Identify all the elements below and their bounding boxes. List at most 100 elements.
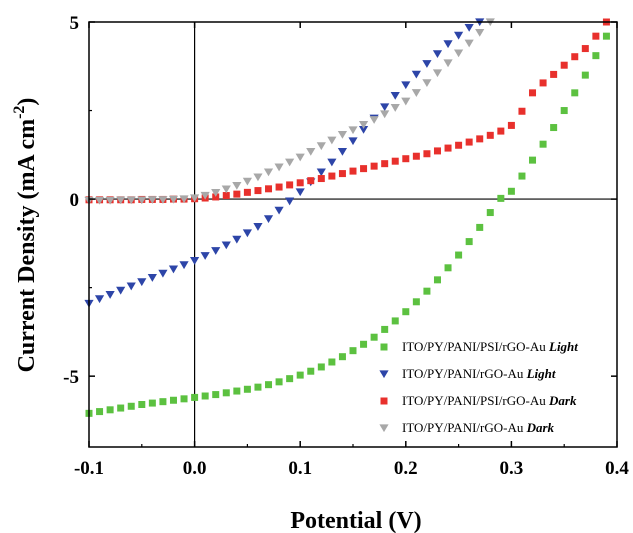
series-1-point (592, 52, 600, 60)
series-2-point (94, 295, 105, 304)
series-1-point (191, 393, 199, 401)
series-3-point (529, 89, 537, 97)
series-2-point (168, 265, 179, 274)
series-2-point (443, 40, 453, 49)
series-2-point (348, 137, 358, 146)
legend-entry-3: ITO/PY/PANI/PSI/rGO-Au Dark (380, 393, 577, 408)
series-1-point (518, 172, 526, 180)
series-1-point (349, 347, 357, 355)
series-4 (84, 18, 495, 205)
series-4-point (422, 79, 432, 88)
series-4-point (242, 177, 252, 186)
legend-label-1: ITO/PY/PANI/PSI/rGO-Au Light (402, 339, 578, 354)
series-3-point (592, 32, 600, 40)
x-tick-label: 0.2 (394, 458, 418, 479)
series-1-point (212, 391, 220, 399)
legend-marker-4 (379, 424, 389, 433)
x-tick-label: 0.0 (183, 458, 207, 479)
series-2-point (211, 247, 221, 255)
axes: -0.1 0.0 0.1 0.2 0.3 0.4 -5 0 5 (63, 13, 629, 479)
series-2-point (242, 229, 252, 238)
x-tick-label: 0.1 (288, 458, 312, 479)
series-3-point (476, 135, 484, 143)
series-1-point (159, 398, 167, 406)
series-1-point (476, 223, 484, 231)
series-1-point (180, 395, 188, 403)
series-4-point (211, 189, 221, 197)
series-3-point (222, 192, 230, 200)
series-2-point (147, 274, 157, 282)
series-1-point (296, 371, 304, 379)
series-1-point (602, 32, 610, 40)
series-2-point (295, 188, 305, 197)
series-1-point (571, 89, 579, 97)
plot-area (89, 22, 617, 447)
legend-marker-2 (379, 370, 389, 379)
series-1-point (201, 392, 209, 400)
legend: ITO/PY/PANI/PSI/rGO-Au LightITO/PY/PANI/… (379, 339, 578, 435)
series-1-point (455, 251, 463, 259)
series-1-point (391, 317, 399, 325)
legend-entry-1: ITO/PY/PANI/PSI/rGO-Au Light (380, 339, 578, 354)
series-4-point (137, 196, 147, 205)
series-3-point (360, 165, 368, 173)
x-axis-title: Potential (V) (290, 508, 421, 533)
series-4-point (464, 39, 474, 48)
series-1-point (307, 367, 315, 375)
series-2-point (190, 257, 200, 265)
legend-marker-1 (380, 343, 388, 351)
legend-series-name: ITO/PY/PANI/rGO-Au (402, 420, 527, 435)
series-4-point (432, 69, 443, 78)
series-1-point (96, 408, 104, 416)
series-4-point (158, 196, 168, 204)
series-3-point (286, 181, 294, 189)
series-1-point (423, 287, 431, 295)
series-4-point (380, 110, 390, 119)
series-2-point (285, 197, 295, 206)
series-4-point (232, 181, 242, 190)
series-3-point (539, 79, 547, 87)
legend-condition: Dark (548, 393, 577, 408)
series-1-point (412, 298, 420, 306)
series-1-point (286, 375, 294, 383)
series-2-point (411, 70, 421, 79)
series-4-point (221, 185, 231, 194)
series-3-point (444, 144, 452, 152)
series-1-point (328, 358, 336, 366)
series-2-point (158, 269, 168, 278)
series-1-point (507, 187, 515, 195)
series-2-point (179, 261, 189, 270)
series-4-point (327, 136, 337, 145)
y-tick-label: 5 (70, 13, 80, 34)
series-4-point (147, 196, 157, 204)
legend-condition: Light (548, 339, 578, 354)
series-2-point (116, 286, 126, 295)
series-4-point (454, 49, 464, 58)
series-2-point (380, 103, 390, 112)
series-1-point (529, 156, 537, 164)
series-3-point (243, 188, 251, 196)
x-tick-label: -0.1 (74, 458, 104, 479)
series-1-point (117, 404, 125, 412)
y-axis-title: Current Density (mA cm-2) (11, 98, 40, 373)
series-2-point (200, 252, 210, 260)
series-4-point (179, 195, 189, 204)
y-axis-title-sup: -2 (11, 106, 28, 119)
series-3-point (581, 45, 589, 53)
series-4-point (94, 196, 105, 205)
series-2-point (316, 168, 326, 177)
series-4-point (253, 173, 263, 182)
series-4-point (105, 196, 115, 205)
series-2-point (327, 158, 337, 167)
series-4-point (337, 130, 348, 139)
series-4-point (358, 121, 369, 129)
series-4-point (116, 196, 126, 205)
legend-series-name: ITO/PY/PANI/PSI/rGO-Au (402, 339, 549, 354)
series-4-point (411, 89, 421, 97)
legend-series-name: ITO/PY/PANI/rGO-Au (402, 366, 527, 381)
series-3-point (296, 179, 304, 187)
series-2-point (137, 278, 147, 287)
legend-condition: Light (526, 366, 556, 381)
series-4-point (369, 116, 379, 124)
